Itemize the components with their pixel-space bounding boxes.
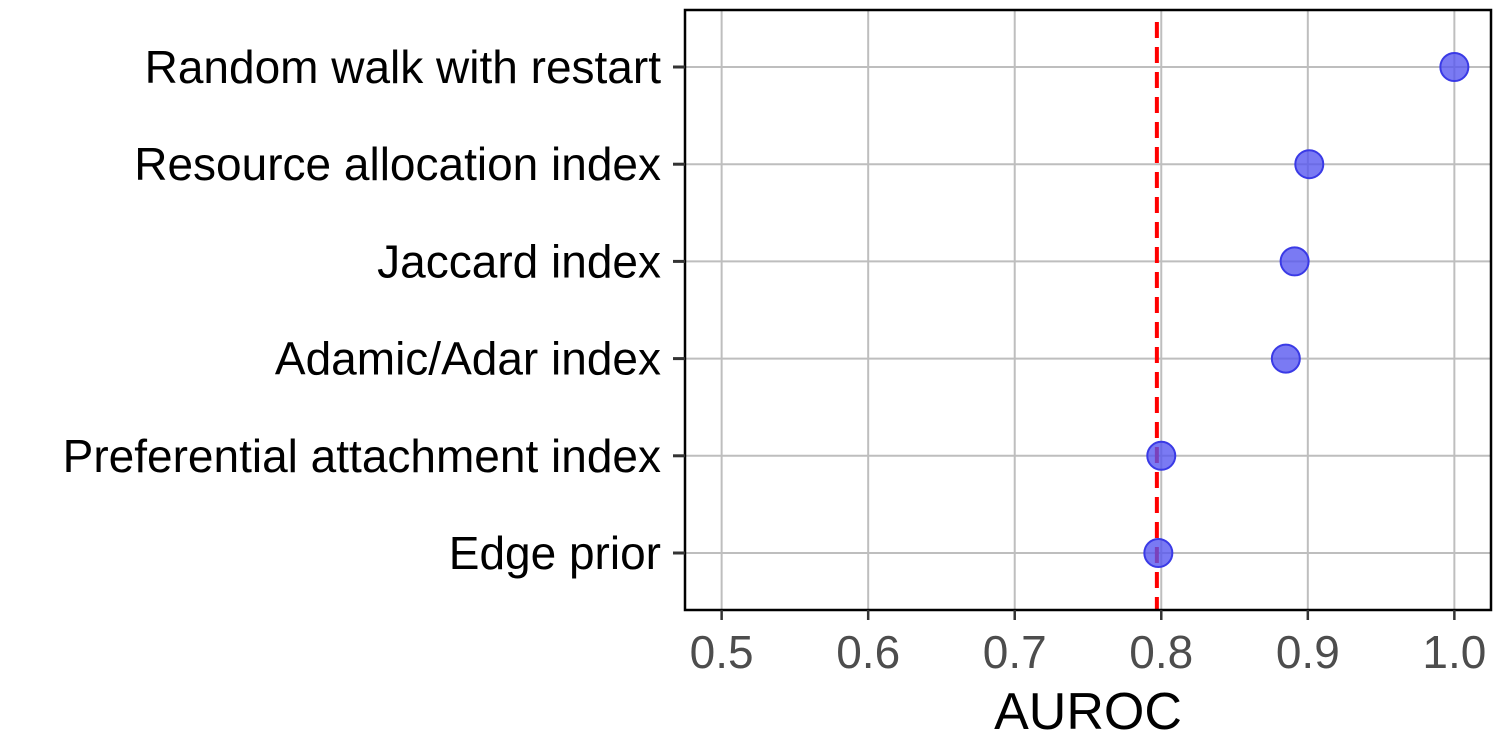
grid-lines [685,10,1491,610]
data-point [1270,343,1301,374]
x-axis-ticks: 0.5 0.6 0.7 0.8 0.9 1.0 [690,610,1486,678]
data-point [1143,538,1174,568]
x-tick-label: 0.7 [983,626,1047,678]
category-label: Jaccard index [377,235,661,287]
y-axis-ticks: Random walk with restart Resource allocat… [63,41,685,579]
data-point [1294,149,1325,180]
data-point [1279,246,1310,277]
data-point [1146,440,1177,471]
x-tick-label: 0.8 [1129,626,1193,678]
data-points [1143,52,1470,568]
x-tick-label: 0.5 [690,626,754,678]
x-tick-label: 1.0 [1422,626,1486,678]
category-label: Adamic/Adar index [275,333,661,385]
category-label: Random walk with restart [145,41,662,93]
category-label: Edge prior [449,527,661,579]
category-label: Resource allocation index [134,138,661,190]
x-tick-label: 0.6 [836,626,900,678]
x-axis-title: AUROC [994,683,1182,741]
data-point [1439,52,1470,82]
x-tick-label: 0.9 [1276,626,1340,678]
category-label: Preferential attachment index [63,430,661,482]
plot-panel-border [683,8,1493,612]
